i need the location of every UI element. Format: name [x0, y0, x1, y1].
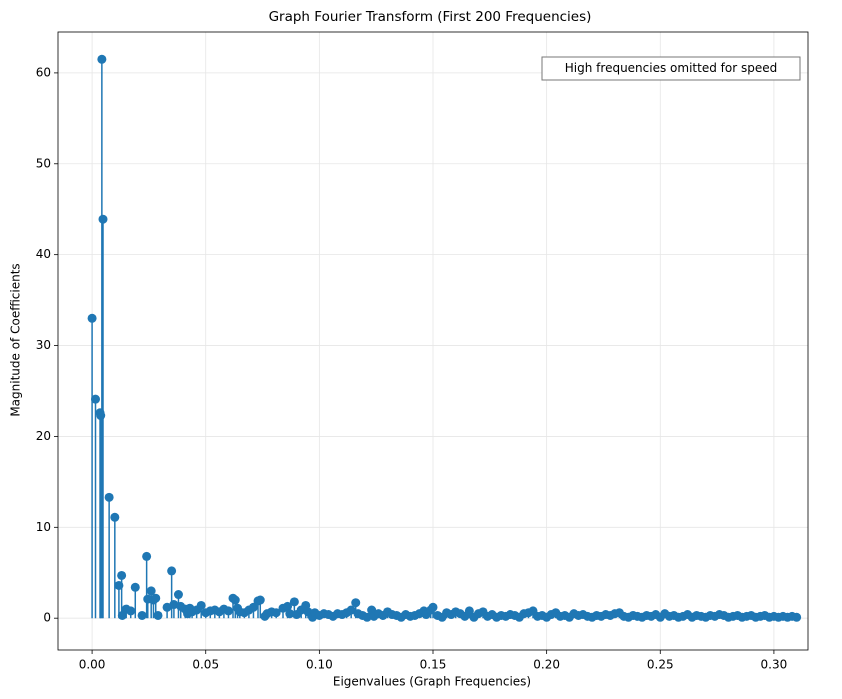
- stem-marker: [255, 595, 265, 605]
- x-tick-label: 0.10: [306, 658, 333, 672]
- stem-marker: [271, 608, 281, 618]
- stem-marker: [285, 609, 295, 619]
- stem-marker: [110, 512, 120, 522]
- stem-marker: [283, 601, 293, 611]
- stem-marker: [428, 602, 438, 612]
- stem-marker: [346, 605, 356, 615]
- stem-marker: [91, 394, 100, 404]
- stem-marker: [362, 612, 372, 622]
- stem-marker: [104, 492, 114, 502]
- stem-marker: [351, 598, 361, 608]
- y-tick-label: 30: [36, 338, 51, 352]
- y-tick-label: 50: [36, 156, 51, 170]
- axes-frame: [57, 31, 809, 651]
- stem-marker: [151, 593, 161, 603]
- stem-marker: [87, 313, 97, 323]
- stem-marker: [126, 606, 136, 616]
- x-tick-label: 0.20: [533, 658, 560, 672]
- stem-marker: [97, 54, 107, 64]
- stem-marker: [167, 566, 177, 576]
- y-tick-label: 20: [36, 429, 51, 443]
- y-tick-label: 10: [36, 520, 51, 534]
- y-tick-label: 40: [36, 247, 51, 261]
- stem-marker: [146, 586, 156, 596]
- stem-marker: [98, 214, 108, 224]
- stem-marker: [153, 610, 163, 620]
- stem-marker: [792, 612, 802, 622]
- stem-marker: [196, 600, 206, 610]
- annotation-box: [541, 56, 801, 81]
- stem-marker: [114, 580, 124, 590]
- stem-marker: [248, 602, 258, 612]
- stem-marker: [137, 610, 147, 620]
- stem-marker: [169, 600, 179, 610]
- stem-marker: [96, 411, 106, 421]
- y-axis-label: Magnitude of Coefficients: [9, 263, 23, 416]
- x-tick-label: 0.30: [761, 658, 788, 672]
- stem-marker: [223, 606, 233, 616]
- x-tick-label: 0.15: [420, 658, 447, 672]
- chart-title: Graph Fourier Transform (First 200 Frequ…: [269, 9, 592, 25]
- stem-marker: [117, 570, 127, 580]
- stem-marker: [142, 551, 152, 561]
- stem-marker: [130, 582, 140, 592]
- stem-marker: [173, 590, 183, 600]
- annotation: High frequencies omitted for speed: [565, 61, 777, 75]
- stem-marker: [464, 606, 474, 616]
- y-tick-label: 0: [43, 611, 51, 625]
- y-tick-label: 60: [36, 65, 51, 79]
- x-tick-label: 0.25: [647, 658, 674, 672]
- x-axis-label: Eigenvalues (Graph Frequencies): [333, 675, 531, 689]
- x-tick-label: 0.00: [79, 658, 106, 672]
- stem-marker: [289, 597, 299, 607]
- plot-area: 0.00 0.05 0.10 0.15 0.20 0.25 0.30 0 10 20 30 40 50 6…: [36, 32, 808, 672]
- stem-marker: [162, 602, 172, 612]
- stem-marker: [230, 595, 240, 605]
- x-tick-label: 0.05: [192, 658, 219, 672]
